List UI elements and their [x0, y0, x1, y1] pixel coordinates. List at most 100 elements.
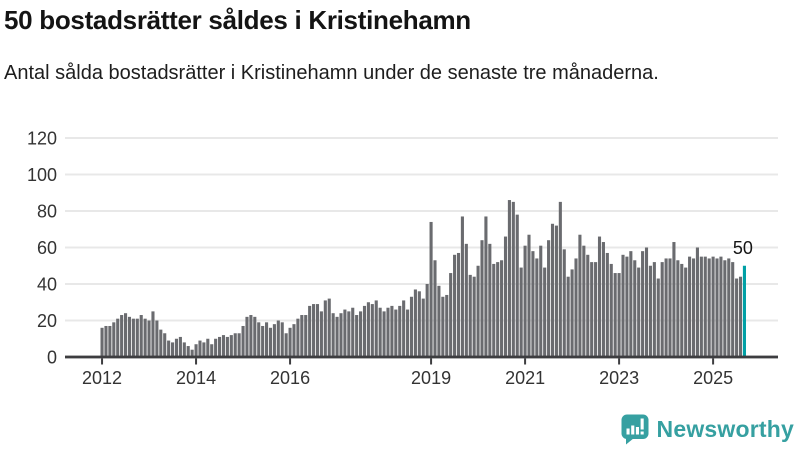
bar-month-90 — [453, 254, 457, 357]
bar-month-131 — [613, 273, 617, 357]
x-tick-label-2016: 2016 — [270, 368, 310, 388]
bar-month-52 — [304, 315, 308, 357]
x-tick-label-2025: 2025 — [693, 368, 733, 388]
newsworthy-logo-icon — [621, 414, 649, 445]
bar-month-58 — [327, 298, 331, 357]
bar-month-65 — [355, 315, 359, 357]
y-tick-label-20: 20 — [37, 311, 57, 331]
bar-month-162 — [735, 278, 739, 357]
bar-month-50 — [296, 318, 300, 357]
bar-month-45 — [276, 320, 280, 357]
bar-month-15 — [159, 329, 163, 358]
bar-month-111 — [535, 258, 539, 357]
bar-month-78 — [406, 309, 410, 357]
bar-month-83 — [425, 284, 429, 357]
bar-month-24 — [194, 344, 198, 357]
bar-month-11 — [143, 318, 147, 357]
x-tick-label-2021: 2021 — [505, 368, 545, 388]
bar-month-116 — [554, 225, 558, 357]
x-tick-label-2023: 2023 — [599, 368, 639, 388]
bar-month-142 — [656, 278, 660, 357]
bar-month-22 — [186, 346, 190, 357]
bar-month-140 — [648, 265, 652, 357]
bar-month-70 — [374, 300, 378, 357]
bar-month-84 — [429, 221, 433, 357]
bar-month-46 — [280, 322, 284, 357]
chart-title: 50 bostadsrätter såldes i Kristinehamn — [4, 5, 471, 35]
newsworthy-logo: Newsworthy — [621, 414, 794, 445]
bar-month-91 — [456, 252, 461, 357]
bar-month-112 — [539, 245, 543, 357]
bar-month-118 — [562, 249, 566, 357]
chart-subtitle: Antal sålda bostadsrätter i Kristinehamn… — [4, 62, 659, 84]
highlight-value-label: 50 — [733, 238, 753, 258]
bar-month-147 — [676, 260, 680, 357]
bar-month-143 — [660, 262, 664, 357]
bar-month-0 — [100, 327, 104, 357]
bar-month-146 — [672, 242, 676, 357]
bar-month-93 — [464, 243, 468, 357]
bar-month-108 — [523, 245, 527, 357]
bar-month-132 — [617, 273, 621, 357]
bar-month-23 — [190, 349, 194, 357]
bar-month-139 — [644, 247, 649, 357]
bar-month-57 — [323, 300, 327, 357]
bar-month-144 — [664, 258, 668, 357]
bar-month-120 — [570, 269, 574, 357]
bar-month-56 — [319, 311, 323, 358]
bar-month-86 — [437, 285, 441, 357]
bar-month-49 — [292, 324, 296, 357]
bar-month-61 — [339, 313, 343, 357]
y-tick-label-0: 0 — [47, 348, 57, 368]
bar-month-51 — [300, 315, 304, 357]
bar-month-27 — [206, 338, 210, 357]
bar-month-29 — [214, 338, 218, 357]
bar-month-35 — [237, 333, 241, 357]
bar-month-136 — [633, 260, 637, 357]
bar-month-14 — [155, 320, 159, 357]
bar-month-87 — [441, 296, 445, 357]
bar-month-40 — [257, 322, 261, 357]
bar-month-32 — [225, 336, 229, 357]
bar-highlight-current-period — [742, 265, 746, 357]
bar-month-157 — [715, 258, 719, 357]
bar-month-129 — [605, 252, 609, 357]
bar-month-69 — [370, 304, 374, 357]
bar-month-71 — [378, 307, 382, 357]
bar-month-155 — [707, 258, 711, 357]
bar-month-16 — [163, 333, 167, 357]
bar-month-153 — [699, 256, 703, 358]
bar-month-148 — [680, 263, 684, 357]
bar-month-76 — [398, 305, 402, 357]
bar-month-30 — [218, 336, 222, 357]
bar-month-44 — [272, 324, 276, 357]
bar-month-117 — [558, 201, 562, 358]
newsworthy-logo-text: Newsworthy — [656, 416, 794, 442]
bar-month-88 — [445, 294, 449, 357]
bar-month-47 — [284, 333, 288, 357]
bar-month-41 — [261, 325, 265, 357]
bar-month-21 — [182, 342, 186, 357]
bar-month-67 — [362, 305, 367, 357]
bar-month-26 — [202, 342, 206, 357]
bar-month-115 — [550, 223, 555, 357]
bar-month-126 — [594, 262, 598, 357]
y-tick-label-60: 60 — [37, 238, 57, 258]
bar-month-127 — [597, 236, 602, 357]
bar-month-79 — [409, 296, 414, 357]
bar-month-107 — [519, 267, 523, 357]
bar-month-74 — [390, 305, 394, 357]
bar-month-102 — [500, 260, 504, 357]
bar-month-33 — [229, 335, 233, 357]
bar-month-4 — [116, 318, 120, 357]
bar-month-10 — [139, 315, 143, 357]
bar-month-20 — [178, 336, 182, 357]
bar-month-110 — [531, 251, 535, 357]
bar-month-89 — [449, 273, 453, 357]
bar-month-98 — [484, 216, 488, 357]
bar-month-31 — [221, 335, 226, 357]
bar-month-154 — [703, 256, 707, 358]
bar-month-80 — [413, 289, 417, 357]
bar-month-37 — [245, 316, 249, 357]
